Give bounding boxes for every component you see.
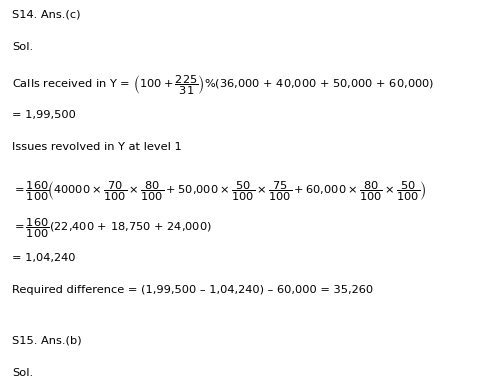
Text: S15. Ans.(b): S15. Ans.(b) [12,336,82,346]
Text: Issues revolved in Y at level 1: Issues revolved in Y at level 1 [12,142,182,152]
Text: Sol.: Sol. [12,368,33,378]
Text: = 1,04,240: = 1,04,240 [12,253,75,263]
Text: Required difference = (1,99,500 – 1,04,240) – 60,000 = 35,260: Required difference = (1,99,500 – 1,04,2… [12,285,373,295]
Text: Sol.: Sol. [12,42,33,52]
Text: $=\dfrac{160}{100}$(22,400 + 18,750 + 24,000): $=\dfrac{160}{100}$(22,400 + 18,750 + 24… [12,216,212,239]
Text: $=\dfrac{160}{100}\!\left(40000\times\dfrac{70}{100}\times\dfrac{80}{100}+50{,}0: $=\dfrac{160}{100}\!\left(40000\times\df… [12,179,426,203]
Text: = 1,99,500: = 1,99,500 [12,110,76,121]
Text: S14. Ans.(c): S14. Ans.(c) [12,10,81,20]
Text: Calls received in Y = $\left(100+\dfrac{225}{31}\right)$%(36,000 + 40,000 + 50,0: Calls received in Y = $\left(100+\dfrac{… [12,74,434,97]
